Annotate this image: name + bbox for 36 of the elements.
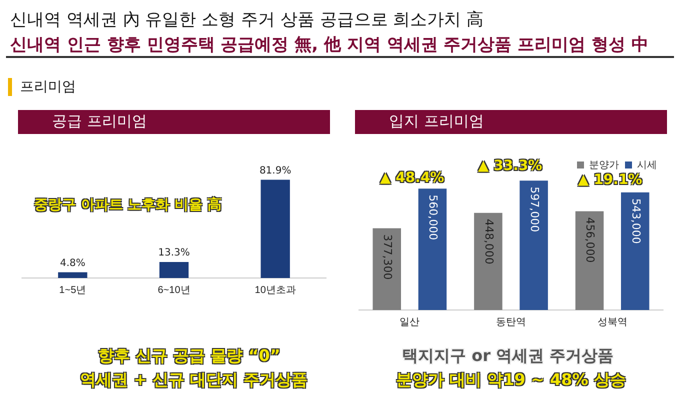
x-tick-label: 일산 [400,316,420,328]
data-label: 560,000 [426,194,440,240]
text: 역세권 + 신규 대단지 주거상품 [80,370,308,391]
data-label: 377,300 [381,234,394,280]
x-tick-label: 1~5년 [59,284,86,296]
text: 택지지구 or 역세권 주거상품 [402,346,614,367]
x-tick-label: 동탄역 [496,316,526,328]
bar [575,211,604,310]
data-label: 456,000 [584,217,597,263]
text: 향후 신규 공급 물량 “0” [98,346,280,367]
text: 분양가 대비 약19 ~ 48% 상승 [396,370,626,391]
x-tick-label: 6~10년 [158,284,190,296]
data-label: 597,000 [528,186,541,232]
bar [620,192,650,310]
text: 프리미엄 [20,78,76,96]
x-tick-label: 10년초과 [254,284,296,296]
chart-title: 공급 프리미엄 [52,112,147,131]
annotation: ▲ 48.4% [380,170,444,186]
annotation: ▲ 19.1% [578,172,642,188]
bar [474,212,502,310]
annotation: 중랑구 아파트 노후화 비율 高 [34,196,222,214]
bar [418,188,447,310]
legend-label: 분양가 [589,160,619,171]
chart-title: 입지 프리미엄 [389,112,484,131]
text: 신내역 인근 향후 민영주택 공급예정 無, 他 지역 역세권 주거상품 프리미엄 형성 中 [10,34,648,56]
text: 신내역 역세권 內 유일한 소형 주거 상품 공급으로 희소가치 高 [10,9,484,31]
data-label: 4.8% [60,258,86,269]
bar [372,228,402,310]
legend-label: 시세 [637,160,657,171]
data-label: 448,000 [482,218,496,264]
data-label: 543,000 [629,198,642,244]
data-label: 81.9% [259,165,292,176]
x-tick-label: 성북역 [597,316,628,328]
text: ▲ 33.3% [478,158,542,174]
data-label: 13.3% [158,248,190,259]
bar [520,180,548,310]
